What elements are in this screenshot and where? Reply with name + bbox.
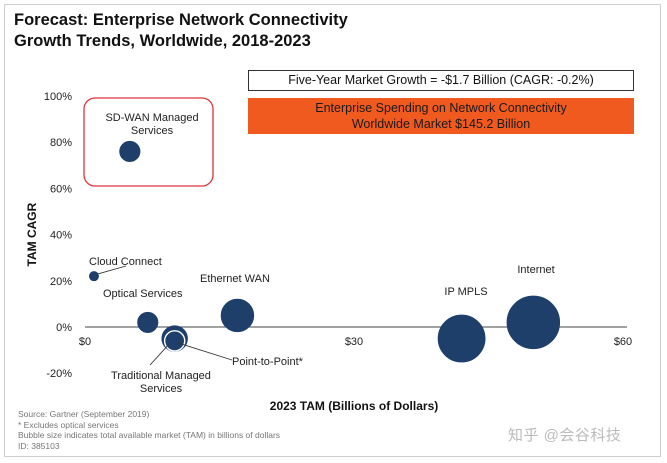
bubble-cloud-connect bbox=[88, 271, 99, 282]
y-tick-label: 40% bbox=[50, 230, 72, 242]
x-tick-label: $60 bbox=[614, 336, 632, 348]
y-tick-label: 20% bbox=[50, 276, 72, 288]
y-tick-label: 0% bbox=[56, 322, 72, 334]
label-traditional-managed-line-1: Traditional Managed bbox=[111, 370, 211, 382]
y-tick-label: 80% bbox=[50, 137, 72, 149]
label-ethernet-wan: Ethernet WAN bbox=[200, 273, 270, 285]
label-sd-wan-line-2: Services bbox=[131, 125, 174, 137]
footer-source: Source: Gartner (September 2019) bbox=[18, 409, 150, 419]
y-tick-label: -20% bbox=[46, 368, 72, 380]
x-tick-label: $30 bbox=[345, 336, 363, 348]
y-axis-title: TAM CAGR bbox=[25, 202, 39, 266]
title-line-2: Growth Trends, Worldwide, 2018-2023 bbox=[14, 32, 311, 50]
watermark: 知乎 @会谷科技 bbox=[508, 427, 622, 444]
sd-wan-highlight-box bbox=[83, 97, 214, 187]
label-optical-services: Optical Services bbox=[103, 288, 183, 300]
market-spending-banner: Enterprise Spending on Network Connectiv… bbox=[248, 98, 634, 134]
bubble-ethernet-wan bbox=[220, 298, 255, 333]
spending-line-1: Enterprise Spending on Network Connectiv… bbox=[315, 101, 567, 115]
y-tick-label: 60% bbox=[50, 183, 72, 195]
bubble-point-to-point bbox=[163, 330, 186, 352]
x-tick-label: $0 bbox=[79, 336, 91, 348]
cloud-connect-leader-line bbox=[96, 265, 127, 275]
label-internet: Internet bbox=[517, 264, 554, 276]
bubble-ip-mpls bbox=[437, 314, 486, 363]
y-tick-label: 100% bbox=[44, 91, 72, 103]
traditional-managed-leader-line bbox=[149, 344, 169, 366]
bubble-internet bbox=[506, 295, 561, 350]
label-ip-mpls: IP MPLS bbox=[444, 286, 487, 298]
point-to-point-leader-line bbox=[177, 342, 233, 361]
label-traditional-managed-line-2: Services bbox=[140, 383, 183, 395]
bubble-sd-wan-managed-services bbox=[119, 140, 141, 163]
footer-bubble-size: Bubble size indicates total available ma… bbox=[18, 430, 281, 440]
x-axis-title: 2023 TAM (Billions of Dollars) bbox=[270, 399, 438, 413]
footer-id: ID: 385103 bbox=[18, 440, 60, 451]
bubble-optical-services bbox=[137, 311, 159, 333]
label-cloud-connect: Cloud Connect bbox=[89, 256, 162, 268]
spending-line-2: Worldwide Market $145.2 Billion bbox=[351, 117, 531, 131]
figure-frame bbox=[4, 4, 661, 457]
label-point-to-point: Point-to-Point* bbox=[232, 356, 304, 368]
footer-note: * Excludes optical services bbox=[18, 419, 119, 430]
title-line-1: Forecast: Enterprise Network Connectivit… bbox=[14, 11, 348, 29]
chart-title: Forecast: Enterprise Network Connectivit… bbox=[14, 10, 348, 52]
label-sd-wan-line-1: SD-WAN Managed bbox=[105, 112, 198, 124]
source-footer: Source: Gartner (September 2019) * Exclu… bbox=[18, 409, 280, 451]
market-growth-box: Five-Year Market Growth = -$1.7 Billion … bbox=[248, 70, 634, 91]
